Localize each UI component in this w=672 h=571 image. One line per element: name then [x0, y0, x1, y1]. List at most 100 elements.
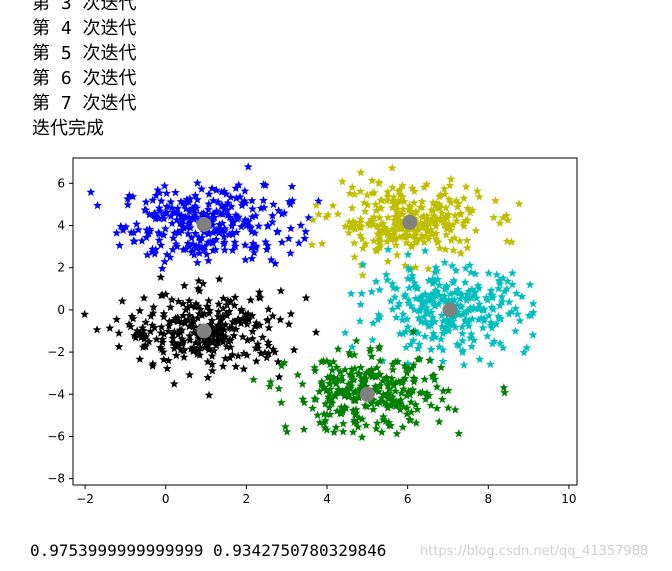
data-point	[177, 339, 187, 348]
data-point	[242, 319, 252, 329]
data-point	[208, 196, 218, 205]
data-point	[434, 342, 444, 351]
data-point	[391, 240, 401, 249]
data-point	[266, 255, 276, 264]
data-point	[409, 326, 418, 336]
data-point	[332, 406, 342, 415]
data-point	[344, 228, 354, 237]
watermark: https://blog.csdn.net/qq_41357988	[420, 544, 649, 559]
data-point	[204, 345, 214, 354]
data-point	[180, 318, 190, 327]
data-point	[437, 394, 447, 404]
data-point	[383, 187, 393, 196]
data-point	[375, 312, 385, 321]
data-point	[390, 399, 400, 408]
data-point	[394, 208, 404, 217]
data-point	[440, 189, 450, 199]
data-point	[148, 195, 158, 204]
data-point	[500, 286, 510, 296]
output-log: 第 3 次迭代 第 4 次迭代 第 5 次迭代 第 6 次迭代 第 7 次迭代 …	[32, 0, 137, 141]
data-point	[426, 307, 436, 317]
data-point	[368, 404, 378, 414]
data-point	[456, 248, 466, 257]
data-point	[381, 270, 391, 279]
data-point	[162, 188, 171, 198]
data-point	[502, 210, 511, 220]
data-point	[276, 398, 286, 407]
data-point	[238, 332, 248, 341]
data-point	[234, 314, 243, 324]
data-point	[286, 248, 295, 257]
data-point	[367, 399, 377, 408]
data-point	[344, 389, 354, 399]
data-point	[410, 227, 420, 236]
data-point	[191, 212, 200, 221]
data-point	[439, 326, 449, 336]
data-point	[204, 229, 213, 238]
data-point	[284, 319, 294, 328]
data-point	[440, 291, 449, 300]
data-point	[317, 379, 326, 388]
data-point	[287, 181, 297, 191]
data-point	[178, 336, 188, 346]
data-point	[328, 201, 338, 210]
data-point	[207, 216, 217, 226]
data-point	[264, 340, 273, 350]
data-point	[369, 212, 379, 221]
data-point	[190, 302, 200, 311]
data-point	[310, 366, 320, 375]
data-point	[394, 377, 403, 386]
data-point	[277, 209, 287, 218]
data-point	[469, 335, 479, 345]
data-point	[246, 243, 256, 252]
data-point	[365, 344, 375, 353]
data-point	[315, 418, 325, 427]
data-point	[158, 337, 168, 347]
data-point	[357, 373, 366, 382]
data-point	[185, 207, 194, 216]
data-point	[263, 240, 272, 250]
data-point	[135, 306, 145, 315]
x-tick-label: 6	[404, 492, 412, 506]
data-point	[333, 344, 343, 353]
data-point	[438, 386, 448, 395]
data-point	[377, 427, 387, 436]
data-point	[311, 200, 321, 210]
data-point	[214, 299, 224, 308]
data-point	[406, 240, 416, 250]
data-point	[144, 229, 154, 238]
data-point	[355, 316, 365, 325]
data-point	[459, 360, 469, 369]
data-point	[127, 311, 137, 321]
data-point	[471, 226, 481, 235]
data-point	[220, 245, 230, 254]
data-point	[273, 227, 282, 236]
data-point	[208, 245, 218, 255]
data-point	[183, 238, 193, 248]
data-point	[164, 316, 174, 326]
data-point	[250, 228, 260, 237]
data-point	[327, 365, 337, 374]
data-point	[263, 221, 272, 230]
data-point	[462, 243, 472, 252]
data-point	[301, 227, 311, 236]
data-point	[184, 296, 194, 305]
data-point	[469, 303, 479, 312]
data-point	[247, 311, 257, 320]
data-point	[377, 195, 387, 204]
data-point	[472, 186, 482, 195]
data-point	[403, 249, 413, 259]
data-point	[407, 183, 417, 192]
data-point	[446, 289, 455, 298]
data-point	[394, 232, 404, 242]
data-point	[350, 189, 359, 199]
data-point	[421, 231, 431, 241]
data-point	[255, 293, 265, 302]
data-point	[358, 243, 368, 253]
data-point	[388, 203, 397, 212]
data-point	[458, 329, 467, 338]
data-point	[168, 233, 178, 242]
data-point	[387, 279, 397, 288]
data-point	[323, 210, 333, 219]
data-point	[497, 297, 507, 306]
